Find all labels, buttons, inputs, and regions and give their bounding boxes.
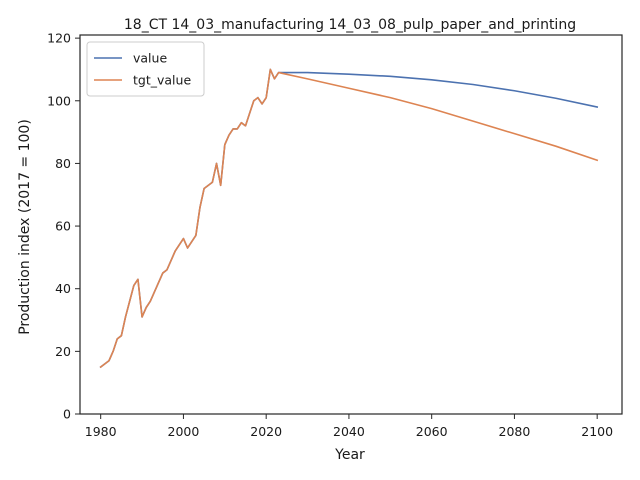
y-tick-label: 40 xyxy=(55,281,71,296)
y-tick-label: 100 xyxy=(47,93,71,108)
x-tick-label: 1980 xyxy=(85,424,117,439)
x-tick-label: 2060 xyxy=(416,424,448,439)
series-layer xyxy=(99,68,599,369)
series-line-value xyxy=(99,68,599,369)
legend-label-value: value xyxy=(133,51,167,66)
y-tick-label: 0 xyxy=(63,407,71,422)
x-axis: 1980 2000 2020 2040 2060 2080 2100 xyxy=(85,414,613,439)
y-tick-label: 20 xyxy=(55,344,71,359)
y-tick-label: 120 xyxy=(47,31,71,46)
x-tick-label: 2020 xyxy=(250,424,282,439)
series-line-tgt-value xyxy=(99,68,599,369)
y-axis: 0 20 40 60 80 100 120 xyxy=(47,31,80,422)
legend-box xyxy=(86,41,205,97)
legend: value tgt_value xyxy=(86,41,205,97)
axes-frame-border xyxy=(79,34,623,415)
x-axis-label: Year xyxy=(334,447,365,463)
x-tick-label: 2040 xyxy=(333,424,365,439)
axes-frame xyxy=(79,34,623,415)
y-axis-label: Production index (2017 = 100) xyxy=(17,119,33,335)
x-tick-label: 2000 xyxy=(168,424,200,439)
x-tick-label: 2100 xyxy=(581,424,613,439)
y-tick-label: 80 xyxy=(55,156,71,171)
x-tick-label: 2080 xyxy=(499,424,531,439)
y-tick-label: 60 xyxy=(55,219,71,234)
legend-label-tgt-value: tgt_value xyxy=(133,73,191,88)
plot-area xyxy=(79,34,623,415)
chart-title: 18_CT 14_03_manufacturing 14_03_08_pulp_… xyxy=(124,17,576,33)
